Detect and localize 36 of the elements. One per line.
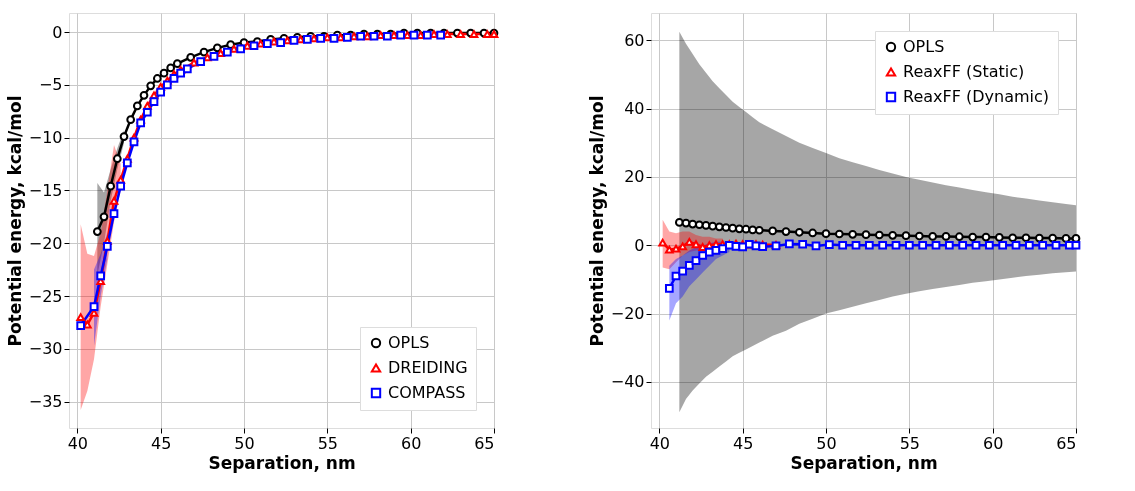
y-tick-label: −30 xyxy=(28,339,63,359)
y-tick-label: 0 xyxy=(634,235,645,255)
x-axis-title: Separation, nm xyxy=(790,452,938,473)
y-axis-title: Potential energy, kcal/mol xyxy=(4,95,25,347)
y-tick-label: −5 xyxy=(38,75,63,95)
y-tick-label: −10 xyxy=(28,128,63,148)
x-tick-label: 55 xyxy=(317,433,339,453)
x-tick-label: 40 xyxy=(649,433,671,453)
y-tick-label: −25 xyxy=(28,286,63,306)
x-tick-label: 55 xyxy=(899,433,921,453)
x-tick-label: 45 xyxy=(732,433,754,453)
legend-label: ReaxFF (Dynamic) xyxy=(903,87,1050,106)
y-tick-label: 40 xyxy=(624,99,645,119)
legend-label: DREIDING xyxy=(388,358,468,377)
y-tick-label: 0 xyxy=(52,22,63,42)
x-tick-label: 60 xyxy=(982,433,1004,453)
x-tick-label: 50 xyxy=(816,433,837,453)
y-tick-label: −15 xyxy=(28,180,63,200)
x-axis-title: Separation, nm xyxy=(208,452,356,473)
y-tick-label: −40 xyxy=(610,372,645,392)
y-tick-label: −20 xyxy=(28,233,63,253)
x-tick-label: 65 xyxy=(474,433,495,453)
x-tick-label: 45 xyxy=(150,433,172,453)
legend-label: OPLS xyxy=(388,333,430,352)
legend-label: OPLS xyxy=(903,37,945,56)
y-tick-label: −20 xyxy=(610,304,645,324)
x-tick-label: 40 xyxy=(67,433,89,453)
y-tick-label: 20 xyxy=(624,167,645,187)
y-tick-label: 60 xyxy=(624,30,645,50)
x-tick-label: 60 xyxy=(400,433,422,453)
x-tick-label: 50 xyxy=(234,433,255,453)
legend-label: ReaxFF (Static) xyxy=(903,62,1025,81)
y-axis-title: Potential energy, kcal/mol xyxy=(586,95,607,347)
legend-label: COMPASS xyxy=(388,383,466,402)
x-tick-label: 65 xyxy=(1056,433,1077,453)
y-tick-label: −35 xyxy=(28,392,63,412)
